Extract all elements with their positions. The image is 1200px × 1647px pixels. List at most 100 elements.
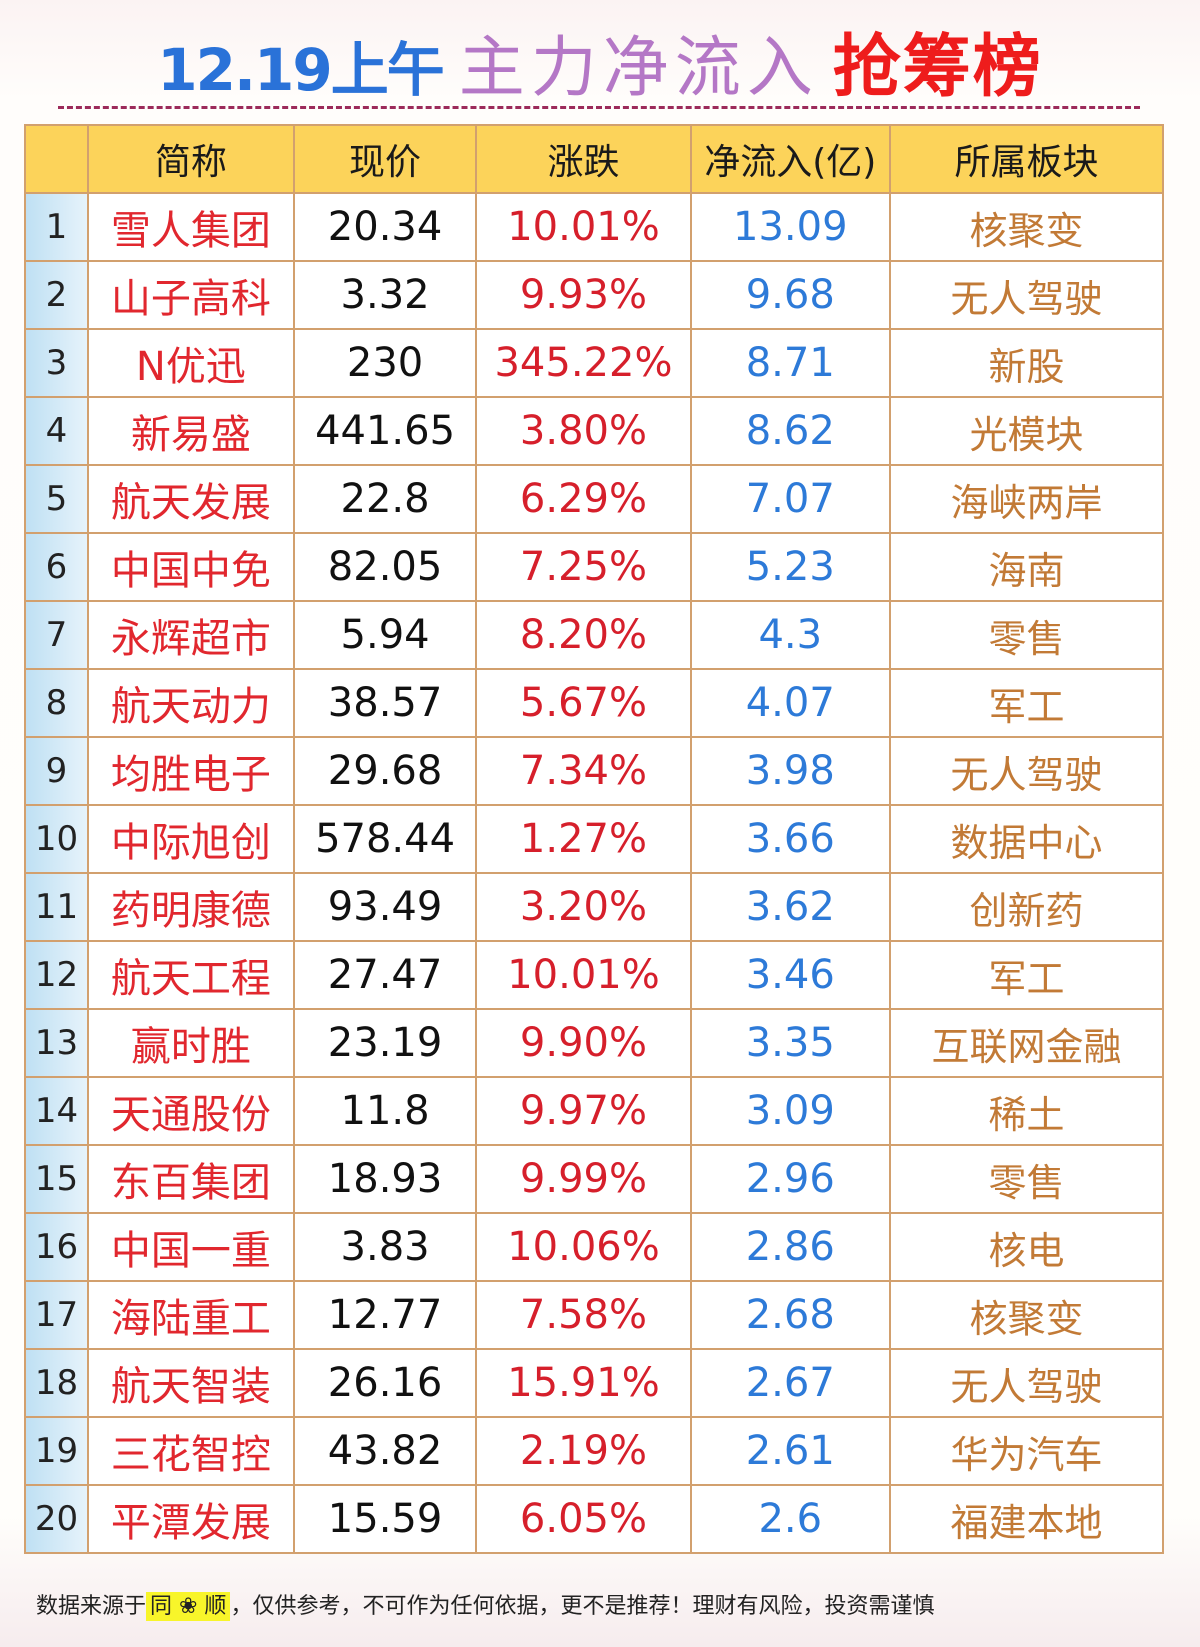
table-row: 4 新易盛 441.65 3.80% 8.62 光模块 (24, 396, 1164, 466)
sector-cell: 军工 (889, 668, 1164, 738)
price-cell: 43.82 (292, 1416, 478, 1486)
sector-cell: 新股 (889, 328, 1164, 398)
change-cell: 1.27% (475, 804, 692, 874)
price-cell: 27.47 (292, 940, 478, 1010)
stock-name-cell: 中际旭创 (86, 804, 295, 874)
header-sector: 所属板块 (889, 124, 1164, 194)
table-row: 9 均胜电子 29.68 7.34% 3.98 无人驾驶 (24, 736, 1164, 806)
rank-cell: 3 (24, 328, 89, 398)
sector-cell: 海南 (889, 532, 1164, 602)
price-cell: 15.59 (292, 1484, 478, 1554)
price-cell: 11.8 (292, 1076, 478, 1146)
change-cell: 2.19% (475, 1416, 692, 1486)
rank-cell: 11 (24, 872, 89, 942)
dashed-divider (58, 106, 1140, 109)
stock-name-cell: 中国中免 (86, 532, 295, 602)
disclaimer: 数据来源于同 ❀ 顺，仅供参考，不可作为任何依据，更不是推荐！理财有风险，投资需… (36, 1588, 934, 1621)
price-cell: 441.65 (292, 396, 478, 466)
rank-cell: 6 (24, 532, 89, 602)
change-cell: 5.67% (475, 668, 692, 738)
data-source-highlight: 同 ❀ 顺 (146, 1592, 231, 1621)
price-cell: 578.44 (292, 804, 478, 874)
price-cell: 38.57 (292, 668, 478, 738)
stock-name-cell: 航天工程 (86, 940, 295, 1010)
inflow-cell: 7.07 (689, 464, 892, 534)
sector-cell: 互联网金融 (889, 1008, 1164, 1078)
sector-cell: 创新药 (889, 872, 1164, 942)
rank-cell: 10 (24, 804, 89, 874)
table-row: 1 雪人集团 20.34 10.01% 13.09 核聚变 (24, 192, 1164, 262)
sector-cell: 零售 (889, 600, 1164, 670)
stock-name-cell: 永辉超市 (86, 600, 295, 670)
rank-cell: 2 (24, 260, 89, 330)
sector-cell: 军工 (889, 940, 1164, 1010)
rank-cell: 1 (24, 192, 89, 262)
change-cell: 9.97% (475, 1076, 692, 1146)
sector-cell: 数据中心 (889, 804, 1164, 874)
price-cell: 26.16 (292, 1348, 478, 1418)
table-row: 17 海陆重工 12.77 7.58% 2.68 核聚变 (24, 1280, 1164, 1350)
change-cell: 6.29% (475, 464, 692, 534)
inflow-cell: 5.23 (689, 532, 892, 602)
title-main: 主力净流入 (458, 29, 819, 106)
table-row: 12 航天工程 27.47 10.01% 3.46 军工 (24, 940, 1164, 1010)
table-row: 10 中际旭创 578.44 1.27% 3.66 数据中心 (24, 804, 1164, 874)
change-cell: 10.01% (475, 940, 692, 1010)
change-cell: 7.58% (475, 1280, 692, 1350)
sector-cell: 零售 (889, 1144, 1164, 1214)
inflow-cell: 3.98 (689, 736, 892, 806)
inflow-cell: 9.68 (689, 260, 892, 330)
rank-cell: 9 (24, 736, 89, 806)
inflow-cell: 2.86 (689, 1212, 892, 1282)
change-cell: 10.06% (475, 1212, 692, 1282)
sector-cell: 稀土 (889, 1076, 1164, 1146)
sector-cell: 无人驾驶 (889, 260, 1164, 330)
inflow-cell: 2.61 (689, 1416, 892, 1486)
price-cell: 93.49 (292, 872, 478, 942)
sector-cell: 华为汽车 (889, 1416, 1164, 1486)
stock-name-cell: 雪人集团 (86, 192, 295, 262)
inflow-cell: 13.09 (689, 192, 892, 262)
price-cell: 23.19 (292, 1008, 478, 1078)
inflow-cell: 3.66 (689, 804, 892, 874)
header-price: 现价 (292, 124, 478, 194)
table-row: 3 N优迅 230 345.22% 8.71 新股 (24, 328, 1164, 398)
table-row: 14 天通股份 11.8 9.97% 3.09 稀土 (24, 1076, 1164, 1146)
rank-cell: 20 (24, 1484, 89, 1554)
title-highlight: 抢筹榜 (832, 28, 1043, 107)
stock-name-cell: 药明康德 (86, 872, 295, 942)
header-rank (24, 124, 89, 194)
inflow-cell: 3.46 (689, 940, 892, 1010)
sector-cell: 核电 (889, 1212, 1164, 1282)
stock-name-cell: 中国一重 (86, 1212, 295, 1282)
title-date: 12.19上午 (157, 36, 444, 104)
price-cell: 82.05 (292, 532, 478, 602)
change-cell: 8.20% (475, 600, 692, 670)
change-cell: 9.90% (475, 1008, 692, 1078)
inflow-cell: 3.09 (689, 1076, 892, 1146)
rank-cell: 4 (24, 396, 89, 466)
stock-name-cell: 航天发展 (86, 464, 295, 534)
table-row: 5 航天发展 22.8 6.29% 7.07 海峡两岸 (24, 464, 1164, 534)
inflow-cell: 2.96 (689, 1144, 892, 1214)
rank-cell: 16 (24, 1212, 89, 1282)
table-header-row: 简称 现价 涨跌 净流入(亿) 所属板块 (24, 124, 1164, 194)
price-cell: 29.68 (292, 736, 478, 806)
table-row: 16 中国一重 3.83 10.06% 2.86 核电 (24, 1212, 1164, 1282)
rank-cell: 18 (24, 1348, 89, 1418)
table-row: 7 永辉超市 5.94 8.20% 4.3 零售 (24, 600, 1164, 670)
rank-cell: 12 (24, 940, 89, 1010)
inflow-cell: 8.62 (689, 396, 892, 466)
change-cell: 7.34% (475, 736, 692, 806)
price-cell: 12.77 (292, 1280, 478, 1350)
stock-name-cell: 新易盛 (86, 396, 295, 466)
change-cell: 3.80% (475, 396, 692, 466)
stock-name-cell: 天通股份 (86, 1076, 295, 1146)
table-row: 15 东百集团 18.93 9.99% 2.96 零售 (24, 1144, 1164, 1214)
price-cell: 5.94 (292, 600, 478, 670)
inflow-cell: 3.62 (689, 872, 892, 942)
inflow-table: 简称 现价 涨跌 净流入(亿) 所属板块 1 雪人集团 20.34 10.01% 13.… (24, 124, 1164, 1554)
table-row: 11 药明康德 93.49 3.20% 3.62 创新药 (24, 872, 1164, 942)
price-cell: 3.83 (292, 1212, 478, 1282)
